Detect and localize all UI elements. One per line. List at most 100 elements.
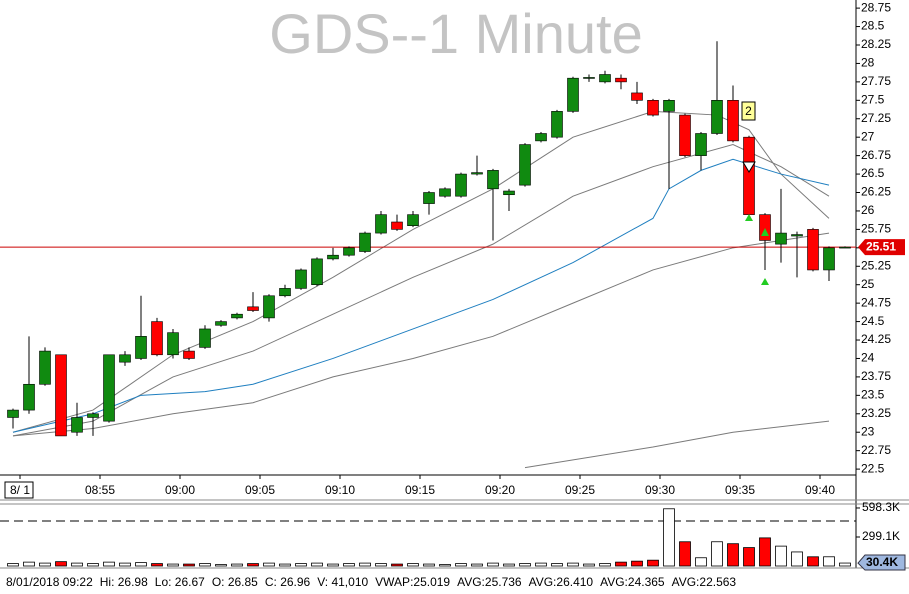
volume-bar — [183, 563, 195, 567]
volume-bar — [119, 562, 131, 567]
x-tick-label: 09:35 — [725, 483, 755, 497]
candle-body — [407, 214, 419, 226]
candle-body — [375, 214, 387, 234]
x-tick-label: 09:00 — [165, 483, 195, 497]
volume-bar — [823, 556, 835, 567]
candle-body — [615, 77, 627, 83]
candle-body — [295, 269, 307, 289]
y-tick-label: 23.5 — [861, 388, 885, 402]
y-tick-label: 26.5 — [861, 166, 885, 180]
volume-bar — [471, 563, 483, 567]
candle-body — [583, 77, 595, 79]
volume-bar — [215, 564, 227, 567]
status-text: 8/01/2018 09:22 — [6, 575, 93, 589]
signal-box — [741, 101, 756, 121]
volume-bar — [359, 562, 371, 567]
volume-bar — [439, 564, 451, 567]
candle-body — [567, 77, 579, 112]
volume-bar — [455, 563, 467, 567]
indicator-line — [12, 144, 830, 437]
candle-body — [551, 111, 563, 138]
volume-bar — [391, 563, 403, 567]
candle-body — [455, 173, 467, 197]
candle-body — [39, 350, 51, 385]
volume-bar — [423, 563, 435, 567]
status-text: AVG:24.365 — [600, 575, 665, 589]
plot: 22.5 22.75 23 23.25 23.5 23.75 24 24.25 24.5 24.7… — [0, 0, 906, 571]
y-tick-label: 26 — [861, 203, 875, 217]
volume-bar — [55, 561, 67, 567]
candle-body — [679, 114, 691, 156]
volume-bar — [311, 562, 323, 567]
x-tick-label: 09:40 — [805, 483, 835, 497]
volume-bar — [839, 562, 851, 567]
volume-bar — [71, 562, 83, 567]
volume-bar — [775, 545, 787, 567]
candle-body — [823, 247, 835, 271]
volume-bar — [503, 563, 515, 567]
y-tick-label: 26.75 — [861, 148, 891, 162]
status-bar: 8/01/2018 09:22 Hi: 26.98 Lo: 26.67 O: 26.8… — [6, 575, 736, 589]
candle-body — [391, 221, 403, 230]
x-tick-label: 09:05 — [245, 483, 275, 497]
candle-body — [663, 100, 675, 112]
last-price-box — [858, 239, 905, 256]
volume-bar — [519, 563, 531, 567]
volume-bar — [599, 563, 611, 567]
candle-body — [231, 313, 243, 319]
status-text: V: 41,010 — [317, 575, 369, 589]
volume-tick-label: 598.3K — [862, 500, 900, 514]
volume-bar — [231, 563, 243, 567]
y-tick-label: 24.5 — [861, 314, 885, 328]
volume-bar — [23, 561, 35, 567]
y-tick-label: 26.25 — [861, 185, 891, 199]
status-text: AVG:25.736 — [457, 575, 522, 589]
y-tick-label: 25.75 — [861, 222, 891, 236]
y-tick-label: 24 — [861, 351, 875, 365]
candle-body — [167, 332, 179, 356]
volume-bar — [327, 563, 339, 567]
last-volume-label: 30.4K — [866, 555, 898, 569]
chart: GDS--1 Minute 22.522.752323.2523.523.752… — [0, 0, 909, 571]
x-tick-label: 09:30 — [645, 483, 675, 497]
y-tick-label: 22.75 — [861, 443, 891, 457]
volume-bar — [631, 560, 643, 567]
volume-bar — [151, 563, 163, 567]
candle-body — [311, 258, 323, 286]
last-volume-box — [857, 554, 906, 571]
volume-bar — [263, 562, 275, 567]
candle-body — [135, 336, 147, 359]
candle-body — [199, 328, 211, 348]
y-tick-label: 28.25 — [861, 37, 891, 51]
candle-body — [119, 354, 131, 363]
volume-bar — [551, 563, 563, 567]
candle-body — [343, 247, 355, 256]
volume-bar — [583, 563, 595, 567]
candle-body — [151, 321, 163, 356]
signal-arrow — [745, 214, 753, 221]
signal-arrow — [761, 278, 769, 285]
candle-body — [743, 136, 755, 215]
volume-bar — [743, 547, 755, 567]
volume-bar — [103, 561, 115, 567]
candle-body — [439, 188, 451, 197]
candle-body — [183, 350, 195, 359]
volume-bar — [807, 556, 819, 567]
volume-bar — [695, 557, 707, 567]
indicator-line — [12, 158, 830, 433]
status-text: Hi: 26.98 — [99, 575, 148, 589]
volume-bar — [759, 537, 771, 567]
y-tick-label: 23.75 — [861, 369, 891, 383]
candle-body — [279, 288, 291, 297]
volume-bar — [343, 563, 355, 567]
candle-body — [103, 354, 115, 422]
volume-bar — [87, 563, 99, 567]
y-tick-label: 25.25 — [861, 258, 891, 272]
y-tick-label: 23.25 — [861, 406, 891, 420]
candle-body — [503, 190, 515, 196]
candle-body — [327, 254, 339, 260]
indicator-line — [524, 420, 830, 469]
candle-body — [599, 74, 611, 83]
y-tick-label: 24.25 — [861, 332, 891, 346]
candle-body — [87, 413, 99, 418]
